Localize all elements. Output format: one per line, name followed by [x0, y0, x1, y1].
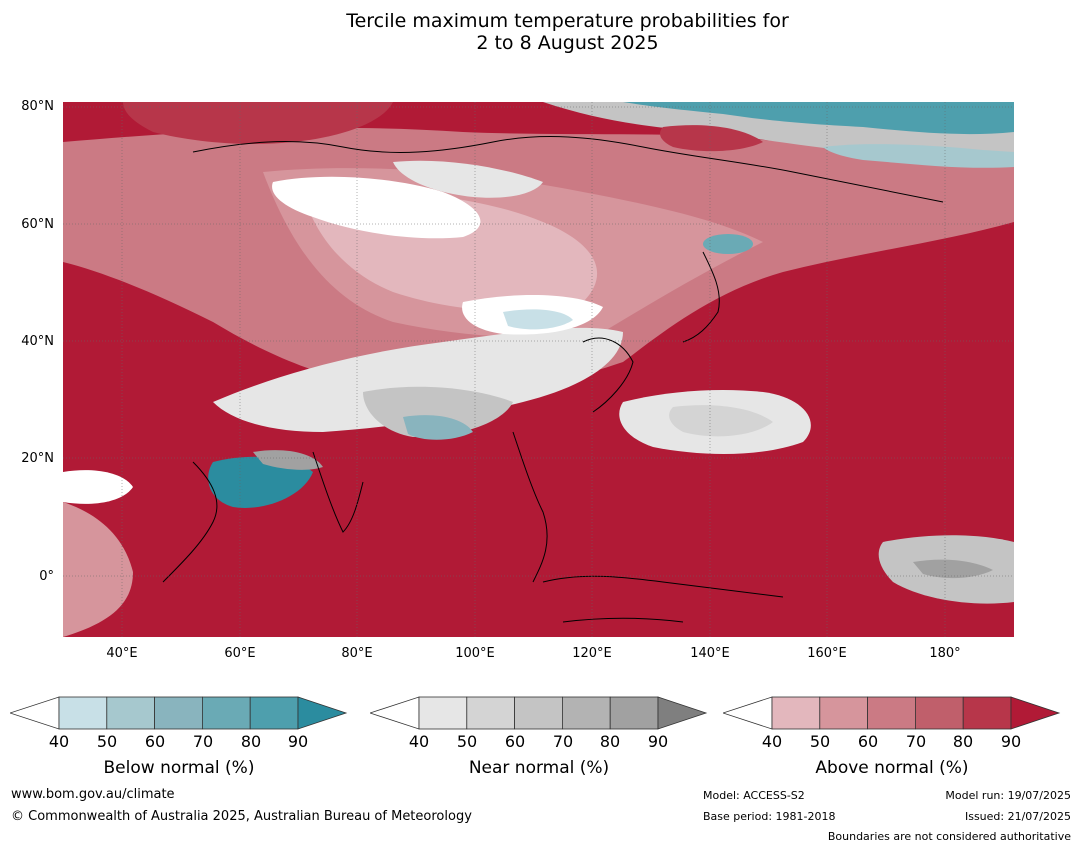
footer-issued: Issued: 21/07/2025: [964, 810, 1071, 823]
cbar-below-tick: 90: [287, 732, 309, 751]
lat-tick-60n: 60°N: [21, 217, 54, 232]
region-near-central: [213, 327, 623, 432]
lon-tick-80e: 80°E: [341, 646, 373, 661]
cbar-near-tick: 50: [456, 732, 478, 751]
colorbar-near-max-arrow: [657, 696, 708, 730]
cbar-near-tick: 80: [599, 732, 621, 751]
cbar-below-tick: 50: [96, 732, 118, 751]
cbar-above-tick: 40: [761, 732, 783, 751]
lon-tick-100e: 100°E: [455, 646, 495, 661]
colorbar-above-max-arrow: [1010, 696, 1061, 730]
colorbar-above: [723, 696, 1061, 730]
colorbar-below-title: Below normal (%): [103, 758, 255, 778]
title-line-2: 2 to 8 August 2025: [476, 32, 659, 54]
lat-tick-40n: 40°N: [21, 334, 54, 349]
cbar-above-tick: 80: [952, 732, 974, 751]
colorbar-segment: [867, 696, 916, 730]
lat-tick-80n: 80°N: [21, 99, 54, 114]
cbar-near-tick: 40: [408, 732, 430, 751]
colorbar-segment: [418, 696, 468, 730]
colorbar-below: [10, 696, 348, 730]
region-tibet-below: [403, 415, 473, 440]
lon-tick-180: 180°: [929, 646, 961, 661]
footer-base-period: Base period: 1981-2018: [703, 810, 836, 823]
lon-tick-60e: 60°E: [224, 646, 256, 661]
colorbar-segment: [466, 696, 516, 730]
cbar-near-tick: 70: [552, 732, 574, 751]
cbar-near-tick: 90: [647, 732, 669, 751]
region-arctic-below-light: [823, 144, 1014, 168]
coastlines: [162, 136, 944, 623]
colorbar-segment: [58, 696, 108, 730]
cbar-above-tick: 90: [1000, 732, 1022, 751]
region-pacific-near-dark: [669, 405, 773, 437]
region-below-mongolia: [503, 309, 573, 330]
cbar-near-tick: 60: [504, 732, 526, 751]
colorbar-segment: [561, 696, 611, 730]
cbar-above-tick: 70: [905, 732, 927, 751]
lon-tick-40e: 40°E: [106, 646, 138, 661]
colorbar-segment: [514, 696, 563, 730]
colorbar-segment: [819, 696, 869, 730]
colorbar-segment: [914, 696, 964, 730]
cbar-below-tick: 60: [144, 732, 166, 751]
region-japan-below: [703, 234, 753, 254]
colorbar-above-min-arrow: [723, 696, 773, 730]
cbar-above-tick: 60: [857, 732, 879, 751]
lon-tick-160e: 160°E: [807, 646, 847, 661]
footer-website-link[interactable]: www.bom.gov.au/climate: [11, 787, 175, 802]
colorbar-segment: [962, 696, 1012, 730]
region-arabian-below: [208, 456, 313, 508]
lat-tick-20n: 20°N: [21, 451, 54, 466]
colorbar-segment: [609, 696, 659, 730]
colorbar-segment: [249, 696, 299, 730]
region-arctic-red: [660, 125, 763, 152]
region-nw-red: [123, 102, 393, 144]
colorbar-below-min-arrow: [10, 696, 60, 730]
colorbar-segment: [771, 696, 821, 730]
gridlines: [63, 102, 1014, 637]
colorbar-near: [370, 696, 708, 730]
cbar-below-tick: 70: [192, 732, 214, 751]
region-tibet-near: [363, 386, 513, 437]
region-white-siberia: [272, 176, 481, 239]
colorbar-segment: [154, 696, 203, 730]
footer-copyright: © Commonwealth of Australia 2025, Austra…: [11, 809, 472, 824]
colorbar-segment: [201, 696, 251, 730]
cbar-below-tick: 40: [48, 732, 70, 751]
footer-boundaries-note: Boundaries are not considered authoritat…: [827, 830, 1071, 843]
region-arabian-near: [253, 450, 323, 470]
colorbar-above-title: Above normal (%): [815, 758, 969, 778]
region-africa-above-light: [63, 502, 133, 637]
lat-tick-0: 0°: [39, 569, 54, 584]
region-africa-white: [63, 470, 133, 504]
lon-tick-140e: 140°E: [690, 646, 730, 661]
probability-map: [63, 102, 1014, 637]
colorbar-below-max-arrow: [297, 696, 348, 730]
title-line-1: Tercile maximum temperature probabilitie…: [346, 10, 789, 32]
cbar-below-tick: 80: [240, 732, 262, 751]
colorbar-near-title: Near normal (%): [468, 758, 610, 778]
footer-model-run: Model run: 19/07/2025: [945, 789, 1071, 802]
chart-title: Tercile maximum temperature probabilitie…: [0, 10, 1081, 54]
region-near-siberia: [393, 160, 543, 198]
region-se-pacific-dark: [913, 559, 993, 579]
lon-tick-120e: 120°E: [572, 646, 612, 661]
footer-model: Model: ACCESS-S2: [703, 789, 805, 802]
colorbar-segment: [106, 696, 156, 730]
region-arctic-below: [623, 102, 1014, 135]
colorbar-near-min-arrow: [370, 696, 420, 730]
cbar-above-tick: 50: [809, 732, 831, 751]
